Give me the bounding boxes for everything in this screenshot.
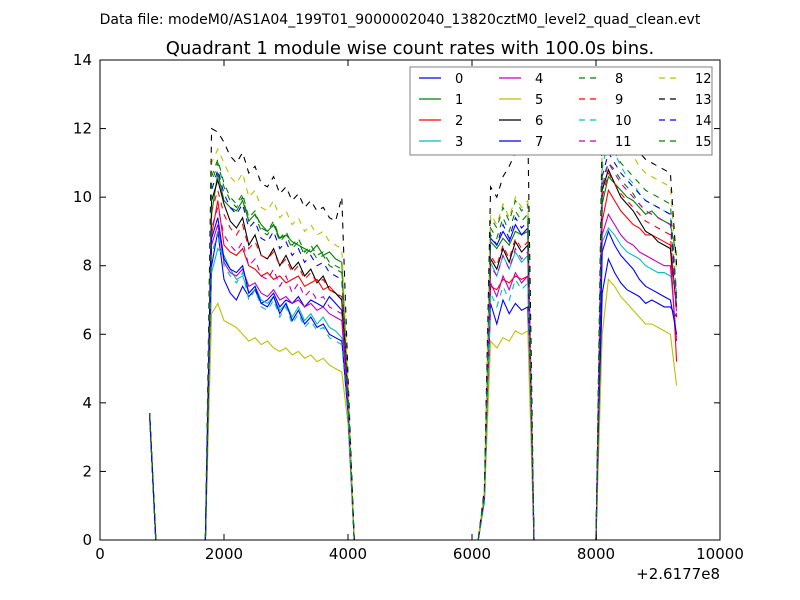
series-layer	[149, 99, 678, 540]
legend-label: 14	[695, 114, 712, 129]
x-axis-offset-label: +2.6177e8	[636, 565, 720, 583]
series-line-3	[149, 227, 678, 540]
y-tick-label: 0	[82, 531, 92, 549]
legend-label: 5	[535, 93, 543, 108]
legend-label: 9	[615, 93, 623, 108]
y-tick-label: 14	[73, 51, 92, 69]
legend-label: 12	[695, 72, 712, 87]
y-tick-label: 8	[82, 257, 92, 275]
x-tick-label: 10000	[696, 545, 744, 563]
y-tick-label: 10	[73, 188, 92, 206]
legend-item: 13	[659, 93, 712, 108]
series-line-4	[149, 212, 678, 540]
series-line-15	[149, 140, 678, 540]
legend-item: 10	[579, 114, 632, 129]
legend-label: 8	[615, 72, 623, 87]
legend-item: 14	[659, 114, 712, 129]
x-tick-label: 6000	[453, 545, 491, 563]
legend-item: 2	[419, 114, 463, 129]
chart-title: Quadrant 1 module wise count rates with …	[166, 38, 655, 59]
legend-item: 15	[659, 135, 712, 150]
series-line-7	[149, 217, 678, 540]
legend-item: 12	[659, 72, 712, 87]
series-line-1	[149, 172, 678, 540]
series-line-10	[149, 133, 678, 540]
x-tick-label: 8000	[577, 545, 615, 563]
legend-item: 3	[419, 135, 463, 150]
legend-label: 4	[535, 72, 543, 87]
legend-item: 4	[499, 72, 543, 87]
legend-item: 6	[499, 114, 543, 129]
x-tick-label: 0	[95, 545, 105, 563]
series-line-5	[149, 278, 678, 540]
legend-label: 1	[455, 93, 463, 108]
legend-item: 7	[499, 135, 543, 150]
x-tick-label: 4000	[329, 545, 367, 563]
legend-item: 8	[579, 72, 623, 87]
legend-box	[409, 66, 713, 156]
series-line-0	[149, 231, 678, 540]
legend-label: 13	[695, 93, 712, 108]
legend-label: 11	[615, 135, 632, 150]
legend-item: 5	[499, 93, 543, 108]
series-line-6	[149, 168, 678, 540]
y-tick-label: 2	[82, 462, 92, 480]
legend-label: 2	[455, 114, 463, 129]
y-tick-label: 6	[82, 325, 92, 343]
legend-item: 1	[419, 93, 463, 108]
legend-label: 10	[615, 114, 632, 129]
legend-item: 11	[579, 135, 632, 150]
legend-label: 0	[455, 72, 463, 87]
legend-label: 7	[535, 135, 543, 150]
figure-suptitle: Data file: modeM0/AS1A04_199T01_90000020…	[100, 12, 701, 28]
x-tick-label: 2000	[205, 545, 243, 563]
series-line-2	[149, 188, 678, 540]
y-tick-label: 12	[73, 120, 92, 138]
series-line-9	[149, 171, 678, 540]
legend-label: 3	[455, 135, 463, 150]
y-tick-label: 4	[82, 394, 92, 412]
plot-frame	[99, 59, 721, 541]
legend-label: 6	[535, 114, 543, 129]
legend-item: 9	[579, 93, 623, 108]
legend-label: 15	[695, 135, 712, 150]
legend-item: 0	[419, 72, 463, 87]
